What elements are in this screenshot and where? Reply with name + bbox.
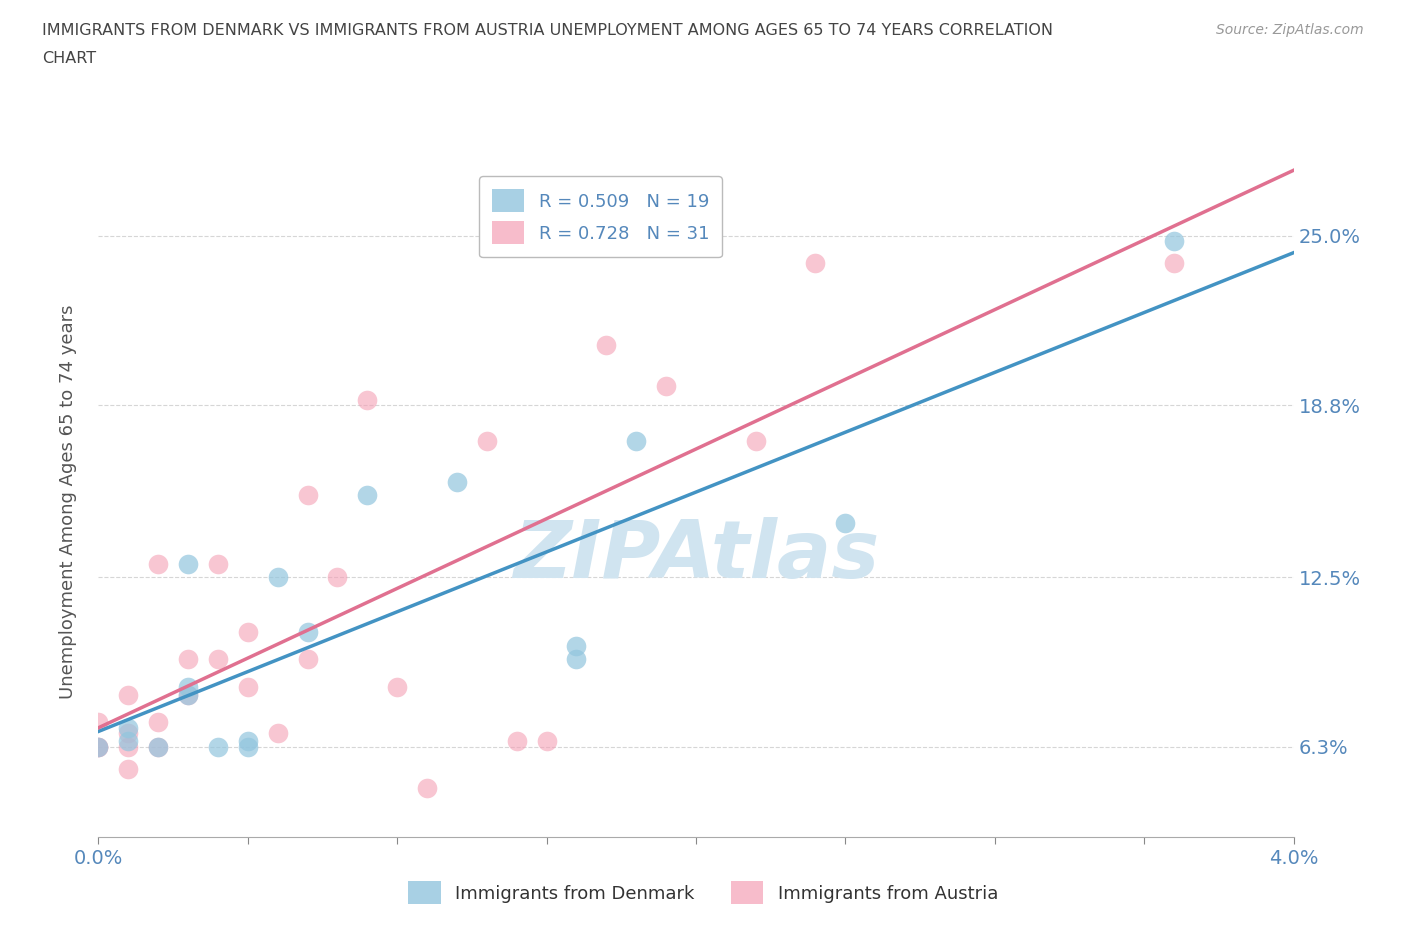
- Point: [297, 625, 319, 640]
- Point: [446, 474, 468, 489]
- Text: ZIPAtlas: ZIPAtlas: [513, 517, 879, 595]
- Text: Source: ZipAtlas.com: Source: ZipAtlas.com: [1216, 23, 1364, 37]
- Point: [655, 379, 678, 393]
- Point: [87, 715, 110, 730]
- Point: [177, 556, 200, 571]
- Point: [117, 720, 139, 735]
- Point: [177, 687, 200, 702]
- Point: [834, 515, 856, 530]
- Point: [148, 556, 170, 571]
- Point: [148, 739, 170, 754]
- Point: [207, 652, 229, 667]
- Y-axis label: Unemployment Among Ages 65 to 74 years: Unemployment Among Ages 65 to 74 years: [59, 305, 77, 699]
- Point: [148, 715, 170, 730]
- Point: [506, 734, 529, 749]
- Text: CHART: CHART: [42, 51, 96, 66]
- Point: [267, 570, 290, 585]
- Point: [416, 780, 439, 795]
- Point: [297, 652, 319, 667]
- Point: [236, 625, 259, 640]
- Point: [745, 433, 768, 448]
- Point: [1163, 256, 1185, 271]
- Point: [475, 433, 498, 448]
- Point: [236, 739, 259, 754]
- Point: [297, 488, 319, 503]
- Point: [236, 734, 259, 749]
- Point: [117, 687, 139, 702]
- Point: [595, 338, 617, 352]
- Point: [177, 679, 200, 694]
- Point: [385, 679, 409, 694]
- Point: [536, 734, 558, 749]
- Point: [87, 739, 110, 754]
- Point: [624, 433, 647, 448]
- Point: [87, 739, 110, 754]
- Point: [804, 256, 827, 271]
- Point: [87, 739, 110, 754]
- Legend: R = 0.509   N = 19, R = 0.728   N = 31: R = 0.509 N = 19, R = 0.728 N = 31: [479, 177, 721, 257]
- Point: [356, 488, 378, 503]
- Point: [236, 679, 259, 694]
- Point: [117, 739, 139, 754]
- Point: [207, 739, 229, 754]
- Point: [565, 638, 588, 653]
- Point: [267, 725, 290, 740]
- Text: IMMIGRANTS FROM DENMARK VS IMMIGRANTS FROM AUSTRIA UNEMPLOYMENT AMONG AGES 65 TO: IMMIGRANTS FROM DENMARK VS IMMIGRANTS FR…: [42, 23, 1053, 38]
- Point: [177, 687, 200, 702]
- Legend: Immigrants from Denmark, Immigrants from Austria: Immigrants from Denmark, Immigrants from…: [401, 874, 1005, 911]
- Point: [117, 734, 139, 749]
- Point: [326, 570, 349, 585]
- Point: [565, 652, 588, 667]
- Point: [148, 739, 170, 754]
- Point: [1163, 233, 1185, 248]
- Point: [177, 652, 200, 667]
- Point: [117, 762, 139, 777]
- Point: [356, 392, 378, 407]
- Point: [207, 556, 229, 571]
- Point: [117, 725, 139, 740]
